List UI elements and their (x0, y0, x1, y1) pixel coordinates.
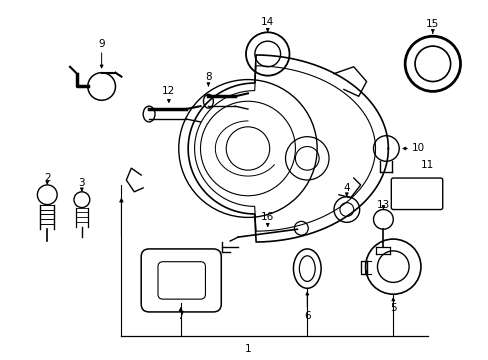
Text: 7: 7 (177, 311, 183, 321)
Text: 16: 16 (261, 212, 274, 222)
Text: 8: 8 (204, 72, 211, 82)
Text: 11: 11 (420, 160, 434, 170)
Text: 2: 2 (44, 173, 50, 183)
Text: 10: 10 (410, 144, 424, 153)
Text: 1: 1 (244, 345, 251, 354)
Text: 12: 12 (162, 86, 175, 96)
Text: 3: 3 (79, 178, 85, 188)
Text: 9: 9 (98, 39, 105, 49)
Text: 4: 4 (343, 183, 349, 193)
Text: 6: 6 (304, 311, 310, 321)
Text: 5: 5 (389, 303, 396, 313)
Text: 13: 13 (376, 199, 389, 210)
Text: 14: 14 (261, 18, 274, 27)
Text: 15: 15 (426, 19, 439, 30)
